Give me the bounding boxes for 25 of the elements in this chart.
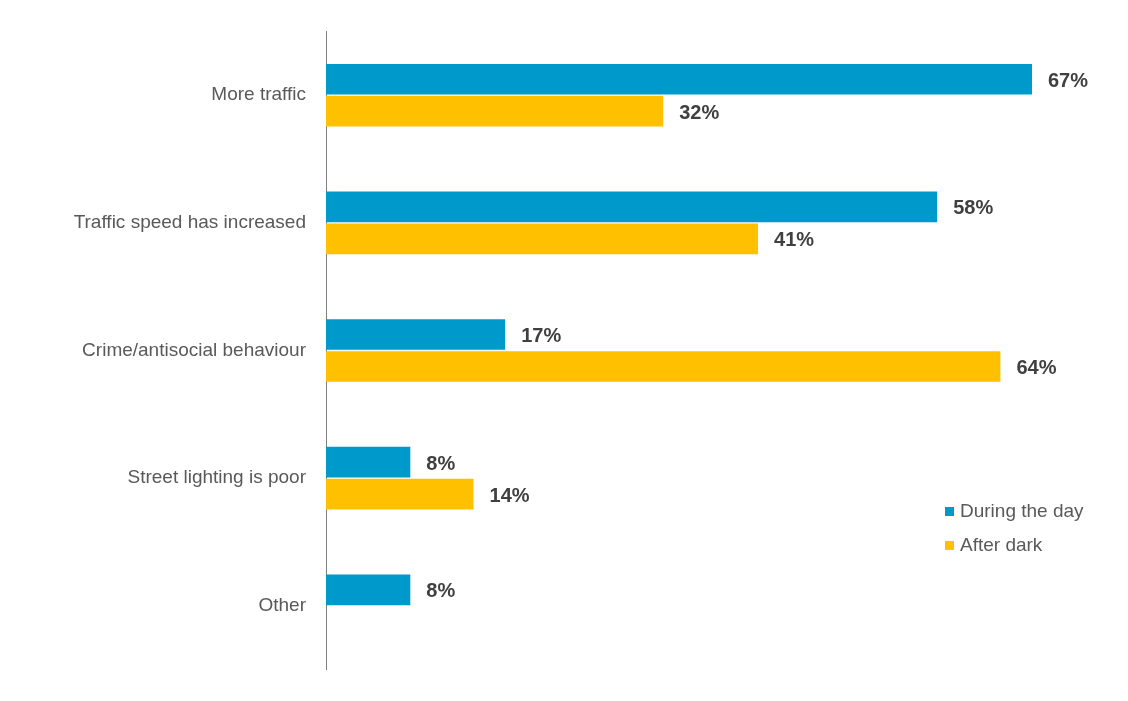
legend-label: After dark bbox=[960, 534, 1043, 556]
bar bbox=[326, 478, 474, 510]
data-label: 41% bbox=[774, 228, 815, 251]
y-tick-label: Traffic speed has increased bbox=[73, 211, 306, 233]
y-tick-label: Crime/antisocial behaviour bbox=[82, 338, 307, 360]
data-label: 17% bbox=[521, 324, 562, 347]
bar bbox=[326, 446, 411, 478]
bar bbox=[326, 319, 506, 350]
data-label: 8% bbox=[426, 579, 456, 602]
data-label: 67% bbox=[1048, 68, 1089, 91]
data-label: 64% bbox=[1016, 355, 1057, 378]
data-label: 14% bbox=[489, 483, 530, 506]
data-label: 58% bbox=[953, 196, 994, 219]
y-tick-label: More traffic bbox=[211, 83, 306, 105]
bar bbox=[326, 574, 411, 606]
y-tick-label: Street lighting is poor bbox=[127, 466, 307, 488]
data-label: 32% bbox=[679, 100, 720, 123]
y-tick-label: Other bbox=[258, 594, 307, 616]
bar bbox=[326, 223, 759, 255]
data-label: 8% bbox=[426, 451, 456, 474]
legend-label: During the day bbox=[960, 500, 1084, 522]
bar bbox=[326, 95, 664, 127]
bar bbox=[326, 351, 1001, 382]
bar bbox=[326, 191, 938, 223]
bar bbox=[326, 63, 1032, 95]
